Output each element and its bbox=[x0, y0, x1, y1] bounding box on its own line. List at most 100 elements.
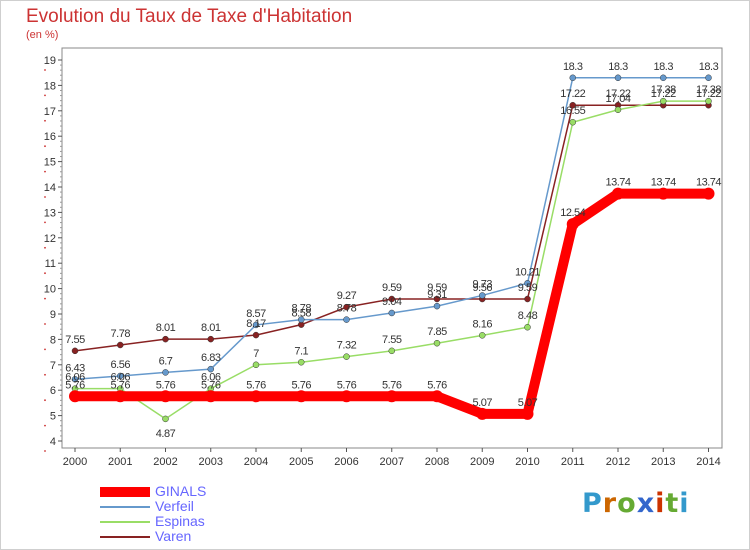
data-point-ginals bbox=[521, 407, 534, 420]
data-label-ginals: 5.07 bbox=[473, 397, 493, 409]
legend-swatch-verfeil bbox=[100, 506, 150, 508]
data-label-varen: 8.58 bbox=[292, 308, 312, 320]
y-tick-label: 5 bbox=[50, 411, 56, 423]
data-point-verfeil bbox=[614, 74, 622, 82]
data-point-ginals bbox=[69, 390, 81, 403]
legend-label-verfeil: Verfeil bbox=[155, 498, 194, 514]
data-label-ginals: 12.54 bbox=[560, 207, 585, 219]
logo-letter: o bbox=[617, 488, 637, 519]
data-point-ginals bbox=[295, 390, 308, 403]
x-tick-label: 2003 bbox=[199, 456, 223, 468]
data-point-varen bbox=[433, 295, 441, 303]
data-label-ginals: 5.76 bbox=[111, 379, 131, 391]
data-point-ginals bbox=[250, 390, 262, 403]
legend-swatch-varen bbox=[100, 536, 150, 538]
data-label-verfeil: 9.31 bbox=[427, 289, 447, 301]
data-label-espinas: 17.38 bbox=[651, 84, 676, 96]
y-axis-dot bbox=[44, 145, 46, 148]
data-label-ginals: 5.76 bbox=[156, 379, 176, 391]
y-axis-dot bbox=[44, 348, 46, 351]
data-label-espinas: 7.32 bbox=[337, 340, 357, 352]
data-label-ginals: 13.74 bbox=[696, 177, 721, 189]
data-label-ginals: 5.76 bbox=[292, 379, 312, 391]
data-point-varen bbox=[524, 295, 531, 303]
legend-label-espinas: Espinas bbox=[155, 513, 205, 529]
logo-letter: r bbox=[602, 488, 618, 519]
data-label-ginals: 5.76 bbox=[201, 379, 221, 391]
data-label-espinas: 7.55 bbox=[382, 334, 402, 346]
data-label-espinas: 6.06 bbox=[111, 372, 131, 384]
data-point-espinas bbox=[162, 415, 169, 423]
chart-title: Evolution du Taux de Taxe d'Habitation bbox=[26, 6, 353, 27]
legend-swatch-ginals bbox=[100, 487, 150, 497]
data-label-varen: 17.22 bbox=[696, 88, 721, 100]
data-label-espinas: 17.04 bbox=[605, 93, 630, 105]
y-axis-dot bbox=[44, 94, 46, 97]
data-point-ginals bbox=[114, 390, 127, 403]
y-axis-dot bbox=[44, 196, 46, 198]
data-point-verfeil bbox=[252, 321, 260, 329]
logo-letter: t bbox=[665, 488, 680, 519]
data-label-ginals: 5.76 bbox=[427, 379, 447, 391]
data-point-espinas bbox=[524, 323, 531, 331]
data-label-verfeil: 10.21 bbox=[515, 266, 540, 278]
y-tick-label: 6 bbox=[50, 385, 56, 397]
data-point-varen bbox=[71, 347, 79, 355]
data-label-espinas: 16.55 bbox=[560, 105, 585, 117]
data-point-verfeil bbox=[388, 309, 395, 317]
data-label-ginals: 5.76 bbox=[337, 379, 357, 391]
y-tick-label: 12 bbox=[44, 233, 56, 245]
data-label-verfeil: 8.57 bbox=[246, 308, 266, 320]
data-label-varen: 9.59 bbox=[427, 282, 447, 294]
y-axis-dot bbox=[44, 297, 46, 300]
data-point-espinas bbox=[433, 339, 441, 347]
legend: GINALS Verfeil Espinas Varen bbox=[100, 484, 300, 544]
data-point-varen bbox=[207, 335, 214, 343]
data-point-espinas bbox=[388, 347, 395, 355]
data-label-varen: 7.55 bbox=[65, 334, 85, 346]
data-label-varen: 8.17 bbox=[246, 318, 266, 330]
proxiti-logo: Proxiti bbox=[582, 488, 690, 519]
data-label-verfeil: 18.3 bbox=[699, 61, 719, 73]
legend-item-verfeil: Verfeil bbox=[100, 499, 300, 514]
data-point-verfeil bbox=[71, 376, 79, 383]
y-tick-label: 13 bbox=[44, 207, 56, 219]
data-label-verfeil: 18.3 bbox=[608, 61, 628, 73]
x-tick-label: 2008 bbox=[425, 456, 449, 468]
chart-subtitle: (en %) bbox=[26, 29, 59, 41]
y-tick-label: 9 bbox=[50, 309, 56, 321]
y-tick-label: 17 bbox=[44, 106, 56, 118]
data-label-verfeil: 18.3 bbox=[654, 61, 674, 73]
data-label-varen: 9.59 bbox=[382, 282, 402, 294]
y-axis-dot bbox=[44, 450, 46, 452]
logo-letter: P bbox=[582, 488, 603, 519]
data-label-verfeil: 18.3 bbox=[563, 61, 583, 73]
data-label-espinas: 17.38 bbox=[696, 84, 721, 96]
x-tick-label: 2011 bbox=[561, 456, 585, 468]
data-label-varen: 17.22 bbox=[560, 88, 585, 100]
data-point-varen bbox=[343, 303, 350, 311]
data-point-verfeil bbox=[343, 316, 350, 323]
data-point-ginals bbox=[566, 218, 579, 231]
data-point-ginals bbox=[476, 407, 489, 420]
data-label-verfeil: 8.78 bbox=[292, 303, 312, 315]
data-label-varen: 7.78 bbox=[111, 328, 131, 340]
data-label-verfeil: 8.78 bbox=[337, 303, 357, 315]
data-label-verfeil: 6.56 bbox=[111, 359, 131, 371]
x-tick-label: 2005 bbox=[289, 456, 313, 468]
data-point-verfeil bbox=[433, 302, 441, 310]
y-axis-dot bbox=[44, 424, 46, 427]
data-label-espinas: 7.1 bbox=[294, 345, 308, 357]
logo-letter: i bbox=[679, 488, 690, 519]
y-axis-dot bbox=[44, 170, 46, 173]
data-point-verfeil bbox=[569, 74, 576, 82]
data-label-varen: 9.27 bbox=[337, 290, 357, 302]
data-label-verfeil: 6.7 bbox=[159, 355, 173, 367]
x-tick-label: 2009 bbox=[470, 456, 494, 468]
data-label-espinas: 6.06 bbox=[201, 372, 221, 384]
legend-label-ginals: GINALS bbox=[155, 483, 207, 499]
data-label-espinas: 8.16 bbox=[473, 318, 493, 330]
logo-letter: i bbox=[655, 488, 666, 519]
logo-letter: x bbox=[636, 488, 656, 519]
data-point-verfeil bbox=[117, 372, 124, 380]
